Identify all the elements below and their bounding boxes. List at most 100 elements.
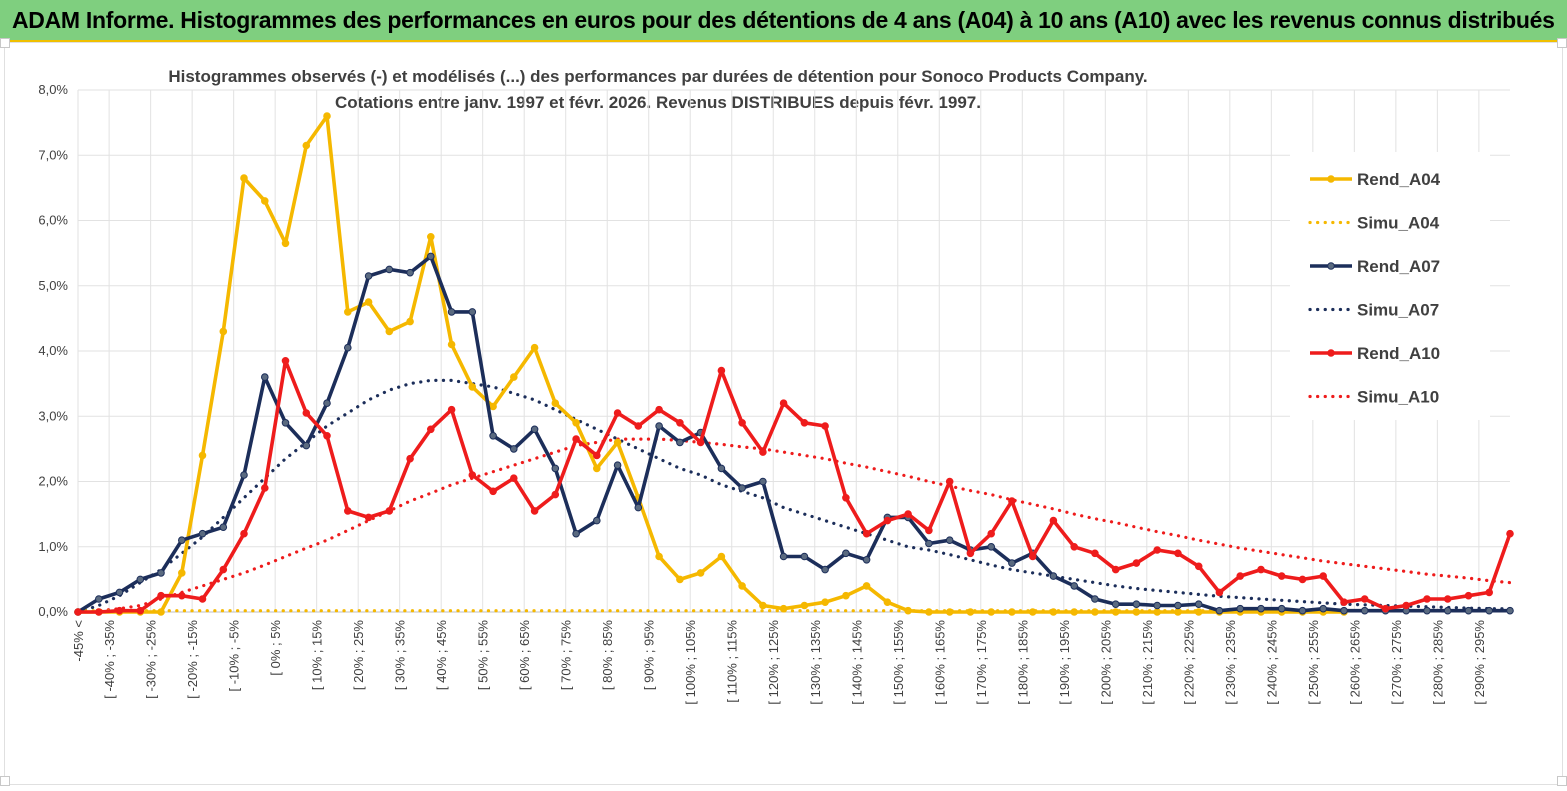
data-point (1174, 549, 1182, 558)
data-point (427, 425, 435, 434)
data-point (95, 608, 103, 616)
data-point (344, 308, 352, 316)
data-point (634, 422, 643, 430)
data-point (842, 494, 850, 502)
data-point (613, 438, 622, 447)
legend-label: Rend_A10 (1357, 344, 1440, 363)
data-point (1402, 601, 1410, 610)
x-tick-label: [ -30% ; -25% (144, 620, 159, 699)
x-tick-label: [ 110% ; 115% (725, 620, 740, 703)
x-tick-label: [ 130% ; 135% (808, 620, 823, 705)
data-point (655, 422, 663, 430)
data-point (1153, 546, 1161, 554)
x-tick-label: [ 280% ; 285% (1430, 620, 1445, 705)
data-point (1008, 497, 1016, 505)
data-point (406, 454, 414, 463)
data-point (302, 441, 311, 450)
data-point (842, 591, 850, 600)
data-point (1194, 600, 1203, 609)
x-axis: -45% < [ -40% ; -35% [ -30% ; -25% [ -20% ;… (71, 620, 1487, 705)
data-point (198, 451, 207, 460)
data-point (344, 507, 352, 515)
data-point (385, 327, 394, 336)
data-point (1257, 565, 1265, 574)
data-point (1028, 552, 1037, 561)
data-point (800, 601, 809, 610)
data-point (530, 507, 539, 515)
data-point (240, 529, 248, 538)
data-point (489, 432, 497, 440)
data-point (1111, 608, 1120, 616)
data-point (198, 529, 207, 538)
x-tick-label: [ 50% ; 55% (476, 620, 491, 691)
data-point (1132, 608, 1141, 616)
header-bar: ADAM Informe. Histogrammes des performan… (0, 0, 1567, 42)
x-tick-label: [ 230% ; 235% (1223, 620, 1238, 705)
x-tick-label: [ 250% ; 255% (1306, 620, 1321, 705)
data-point (281, 419, 290, 427)
x-tick-label: [ 170% ; 175% (974, 620, 989, 705)
data-point (281, 357, 290, 365)
gridlines (77, 89, 1510, 613)
y-tick-label: 2,0% (38, 474, 68, 489)
data-point (178, 591, 186, 600)
data-point (800, 419, 809, 427)
data-point (655, 405, 663, 414)
data-point (593, 464, 601, 473)
series-group (74, 112, 1514, 616)
data-point (427, 233, 435, 241)
x-tick-label: [ 260% ; 265% (1347, 620, 1362, 705)
legend: Rend_A04 Simu_A04 Rend_A07 Simu_A07 Rend_A10… (1290, 152, 1490, 420)
data-point (385, 265, 394, 274)
x-tick-label: [ 30% ; 35% (393, 620, 408, 691)
series-Rend_A04 (74, 112, 1348, 616)
data-point (1132, 600, 1141, 609)
data-point (219, 565, 228, 574)
data-point (157, 591, 165, 600)
data-point (302, 141, 311, 150)
data-point (738, 419, 746, 427)
data-point (489, 487, 497, 496)
data-point (613, 409, 622, 417)
report-title: ADAM Informe. Histogrammes des performan… (12, 7, 1555, 33)
x-tick-label: [ 270% ; 275% (1389, 620, 1404, 705)
data-point (551, 399, 560, 408)
data-point (987, 608, 996, 616)
data-point (1091, 549, 1099, 558)
data-point (1443, 606, 1452, 615)
data-point (1298, 606, 1307, 615)
chart-title-line1: Histogrammes observés (-) et modélisés (… (168, 67, 1147, 86)
data-point (1257, 604, 1265, 613)
x-tick-label: [ -10% ; -5% (227, 620, 242, 692)
legend-label: Simu_A04 (1357, 214, 1440, 233)
data-point (676, 419, 684, 427)
data-point (779, 552, 788, 561)
data-point (551, 464, 560, 473)
data-point (738, 582, 746, 590)
data-point (489, 402, 497, 411)
data-point (178, 569, 186, 577)
x-tick-label: [ 90% ; 95% (642, 620, 657, 691)
series-line (76, 437, 1512, 614)
data-point (157, 569, 165, 577)
data-point (261, 197, 269, 205)
data-point (1049, 516, 1058, 525)
data-point (323, 432, 331, 440)
data-point (676, 438, 684, 447)
data-point (966, 549, 975, 558)
data-point (1008, 608, 1016, 616)
legend-item-Rend_A10: Rend_A10 (1310, 344, 1440, 363)
data-point (1091, 595, 1099, 603)
data-point (842, 549, 850, 558)
y-axis: 0,0% 1,0% 2,0% 3,0% 4,0% 5,0% 6,0% 7,0% 8,0% (38, 82, 68, 619)
data-point (1360, 606, 1369, 615)
data-point (219, 327, 228, 336)
y-tick-label: 5,0% (38, 278, 68, 293)
data-point (364, 298, 373, 306)
data-point (1070, 582, 1078, 590)
data-point (572, 419, 580, 427)
legend-item-Simu_A07: Simu_A07 (1308, 301, 1439, 320)
data-point (904, 606, 912, 615)
x-tick-label: [ 240% ; 245% (1264, 620, 1279, 705)
data-point (904, 510, 912, 518)
